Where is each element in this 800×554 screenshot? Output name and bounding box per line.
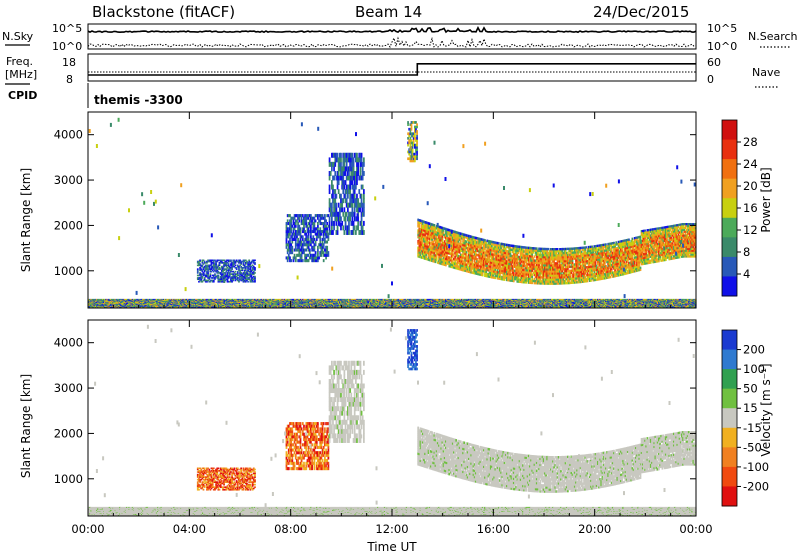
- nave-tick-bottom: 0: [707, 73, 714, 86]
- cpid-row: CPID themis -3300: [8, 83, 183, 108]
- freq-label: Freq.: [6, 55, 33, 68]
- freq-tick-top: 18: [62, 56, 76, 69]
- radar-rti-figure: Blackstone (fitACF) Beam 14 24/Dec/2015 …: [0, 0, 800, 554]
- nsearch-tick-bottom: 10^0: [707, 40, 737, 53]
- freq-unit-label: [MHz]: [5, 68, 37, 81]
- beam-title: Beam 14: [355, 3, 422, 21]
- freq-series: [88, 64, 696, 75]
- nsearch-tick-top: 10^5: [707, 22, 737, 35]
- nsky-series: [88, 28, 696, 32]
- nsky-tick-bottom: 10^0: [52, 40, 82, 53]
- freq-tick-bottom: 8: [66, 73, 73, 86]
- date-title: 24/Dec/2015: [593, 3, 689, 21]
- nave-label: Nave: [752, 66, 780, 79]
- nsky-panel: N.Sky 10^5 10^0 10^5 10^0 N.Search: [2, 22, 798, 53]
- nsearch-series: [88, 38, 696, 47]
- cpid-label: CPID: [8, 89, 37, 102]
- nsky-label: N.Sky: [2, 30, 34, 43]
- freq-panel: Freq. [MHz] 18 8 60 0 Nave: [5, 54, 780, 87]
- station-title: Blackstone (fitACF): [92, 3, 235, 21]
- nsky-tick-top: 10^5: [52, 22, 82, 35]
- power-heatmap: [88, 118, 697, 309]
- cpid-value: themis -3300: [94, 93, 183, 107]
- nave-tick-top: 60: [707, 56, 721, 69]
- nsearch-label: N.Search: [748, 30, 798, 43]
